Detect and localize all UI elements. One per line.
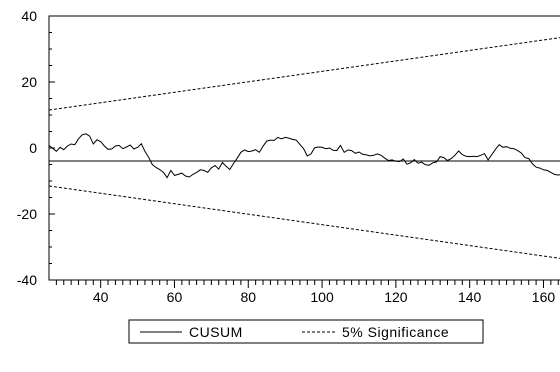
x-tick-label: 140 [458, 289, 482, 305]
x-tick-label: 120 [384, 289, 408, 305]
x-tick-label: 40 [93, 289, 109, 305]
y-tick-label: 40 [21, 8, 37, 24]
y-tick-label: 20 [21, 74, 37, 90]
legend-label-significance: 5% Significance [342, 324, 449, 340]
y-tick-label: -20 [17, 206, 37, 222]
plot-frame [48, 15, 560, 281]
cusum-series [48, 133, 560, 179]
significance-upper-line [48, 37, 560, 111]
legend: CUSUM 5% Significance [128, 319, 484, 344]
legend-box [128, 319, 484, 344]
y-tick-label: 0 [29, 140, 37, 156]
significance-lower-line [48, 185, 560, 259]
x-tick-label: 100 [310, 289, 334, 305]
cusum-line [48, 133, 560, 179]
y-axis: 40 20 0 -20 -40 [17, 8, 55, 288]
x-tick-label: 80 [240, 289, 256, 305]
x-axis: 40 60 80 100 120 140 160 [55, 280, 559, 305]
plot-area: 40 20 0 -20 -40 40 60 80 100 120 140 160 [17, 8, 560, 305]
x-tick-label: 160 [532, 289, 556, 305]
significance-bands [48, 37, 560, 259]
legend-label-cusum: CUSUM [189, 324, 243, 340]
y-tick-label: -40 [17, 272, 37, 288]
x-tick-label: 60 [167, 289, 183, 305]
